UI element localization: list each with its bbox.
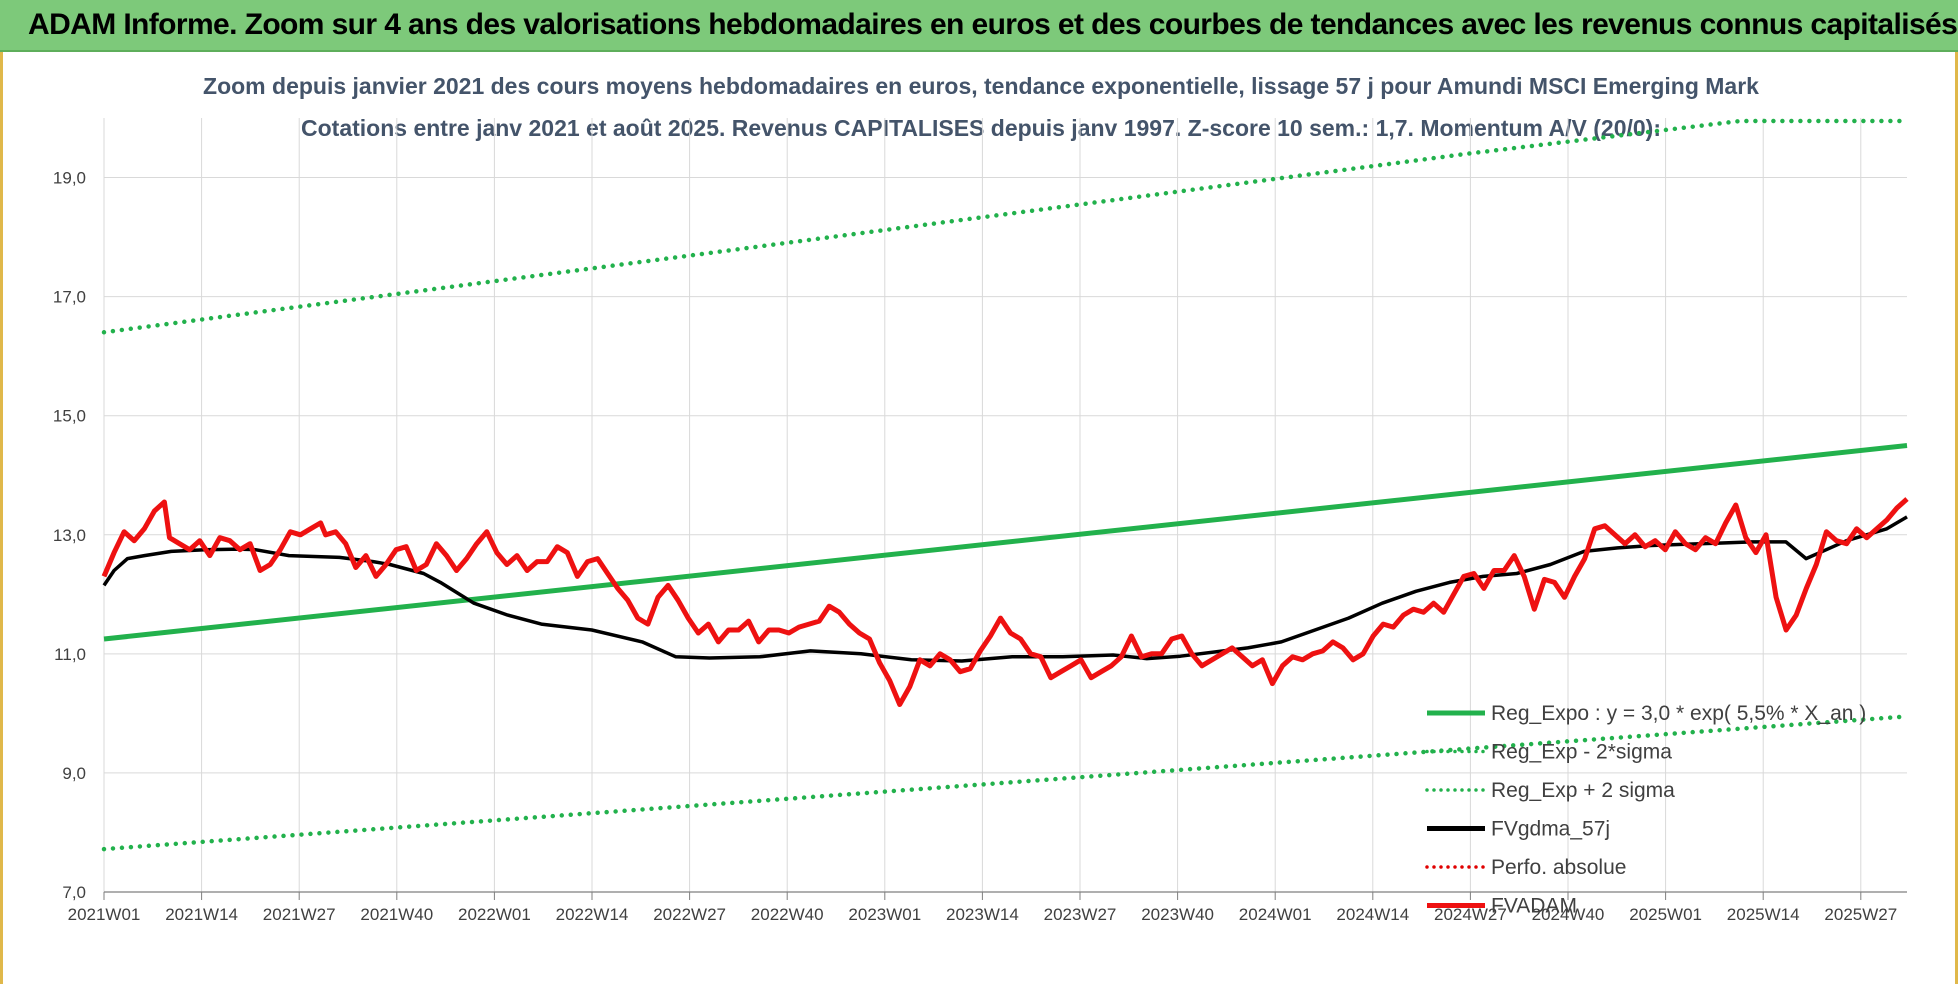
legend-label: FVgdma_57j	[1491, 818, 1610, 841]
legend-label: Reg_Exp + 2 sigma	[1491, 779, 1675, 802]
legend-label: FVADAM	[1491, 895, 1577, 918]
x-tick-label: 2022W14	[556, 905, 629, 924]
x-tick-label: 2021W01	[68, 905, 141, 924]
legend-label: Reg_Exp - 2*sigma	[1491, 741, 1672, 764]
x-tick-label: 2024W01	[1239, 905, 1312, 924]
chart-title: Zoom depuis janvier 2021 des cours moyen…	[203, 73, 1759, 99]
y-tick-label: 13,0	[53, 526, 86, 545]
y-tick-label: 9,0	[62, 764, 86, 783]
x-tick-label: 2024W14	[1336, 905, 1409, 924]
series-reg-plus-2sigma	[101, 118, 1910, 335]
y-axis-ticks: 7,0 9,0 11,0 13,0 15,0 17,0 19,0	[53, 169, 86, 902]
x-axis-ticks: 2021W01 2021W14 2021W27 2021W40 2022W01 2022W…	[68, 905, 1898, 924]
series-reg-expo	[103, 443, 1908, 642]
x-tick-label: 2021W27	[263, 905, 336, 924]
x-tick-label: 2021W40	[360, 905, 433, 924]
x-tick-label: 2023W27	[1044, 905, 1117, 924]
x-tick-label: 2023W14	[946, 905, 1019, 924]
x-tick-label: 2022W01	[458, 905, 531, 924]
x-tick-label: 2024W40	[1532, 905, 1605, 924]
y-tick-label: 11,0	[54, 645, 86, 664]
x-tick-label: 2021W14	[165, 905, 238, 924]
grid	[103, 118, 1907, 900]
legend: Reg_Expo : y = 3,0 * exp( 5,5% * X_an ) R…	[1425, 702, 1866, 918]
chart-frame: Zoom depuis janvier 2021 des cours moyen…	[0, 52, 1958, 984]
chart-subtitle: Cotations entre janv 2021 et août 2025. …	[301, 115, 1661, 141]
y-tick-label: 7,0	[62, 883, 86, 902]
y-tick-label: 17,0	[53, 288, 86, 307]
chart: Zoom depuis janvier 2021 des cours moyen…	[53, 73, 1910, 924]
banner: ADAM Informe. Zoom sur 4 ans des valoris…	[0, 0, 1958, 52]
series-layer	[101, 118, 1910, 852]
x-tick-label: 2023W40	[1141, 905, 1214, 924]
x-tick-label: 2024W27	[1434, 905, 1507, 924]
banner-title: ADAM Informe. Zoom sur 4 ans des valoris…	[28, 8, 1958, 41]
x-tick-label: 2023W01	[848, 905, 921, 924]
x-tick-label: 2022W27	[653, 905, 726, 924]
x-tick-label: 2022W40	[751, 905, 824, 924]
y-tick-label: 15,0	[53, 407, 86, 426]
x-tick-label: 2025W01	[1629, 905, 1702, 924]
series-fvadam	[101, 497, 1909, 707]
legend-label: Perfo. absolue	[1491, 856, 1626, 879]
y-tick-label: 19,0	[53, 169, 86, 188]
x-tick-label: 2025W14	[1727, 905, 1800, 924]
x-tick-label: 2025W27	[1824, 905, 1897, 924]
legend-label: Reg_Expo : y = 3,0 * exp( 5,5% * X_an )	[1491, 702, 1866, 725]
